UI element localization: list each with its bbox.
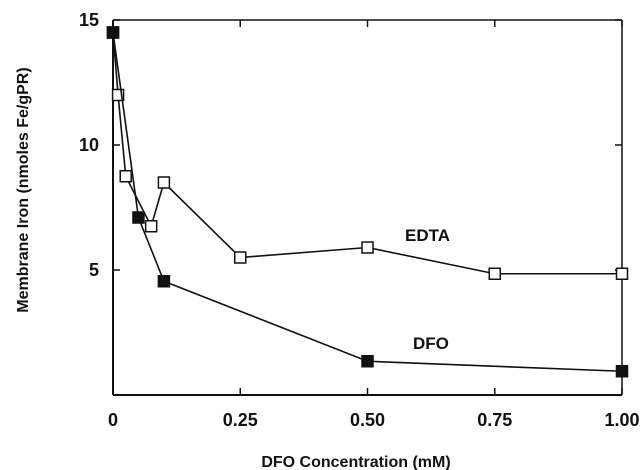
data-point-edta bbox=[144, 220, 158, 233]
x-tick-label: 1.00 bbox=[604, 410, 639, 430]
y-axis-ticks: 5 10 15 bbox=[79, 10, 622, 280]
x-axis-ticks: 0 0.25 0.50 0.75 1.00 bbox=[108, 20, 640, 430]
x-axis-title: DFO Concentration (mM) bbox=[261, 454, 450, 470]
series-layer bbox=[106, 26, 629, 378]
x-tick-label: 0.25 bbox=[223, 410, 258, 430]
data-point-dfo bbox=[157, 275, 171, 288]
x-tick-label: 0.50 bbox=[350, 410, 385, 430]
data-point-dfo bbox=[361, 355, 374, 368]
data-point-edta bbox=[234, 251, 247, 264]
series-line-dfo bbox=[112, 32, 623, 373]
y-axis-title: Membrane Iron (nmoles Fe/gPR) bbox=[15, 67, 32, 312]
data-point-edta bbox=[488, 267, 501, 280]
data-point-dfo bbox=[106, 26, 120, 39]
data-point-edta bbox=[361, 241, 374, 254]
data-point-edta bbox=[157, 176, 171, 189]
y-tick-label: 15 bbox=[79, 10, 99, 30]
data-point-edta bbox=[111, 88, 125, 102]
y-tick-label: 5 bbox=[89, 260, 99, 280]
series-line-edta bbox=[112, 32, 622, 275]
y-tick-label: 10 bbox=[79, 135, 99, 155]
series-edta bbox=[106, 26, 629, 280]
data-point-dfo bbox=[132, 211, 145, 224]
x-tick-label: 0.75 bbox=[477, 410, 512, 430]
series-label-edta: EDTA bbox=[405, 226, 450, 245]
series-dfo bbox=[106, 26, 629, 378]
data-point-edta bbox=[119, 170, 132, 183]
x-tick-label: 0 bbox=[108, 410, 118, 430]
data-point-edta bbox=[615, 267, 629, 280]
data-point-dfo bbox=[615, 365, 629, 378]
series-label-dfo: DFO bbox=[413, 334, 449, 353]
